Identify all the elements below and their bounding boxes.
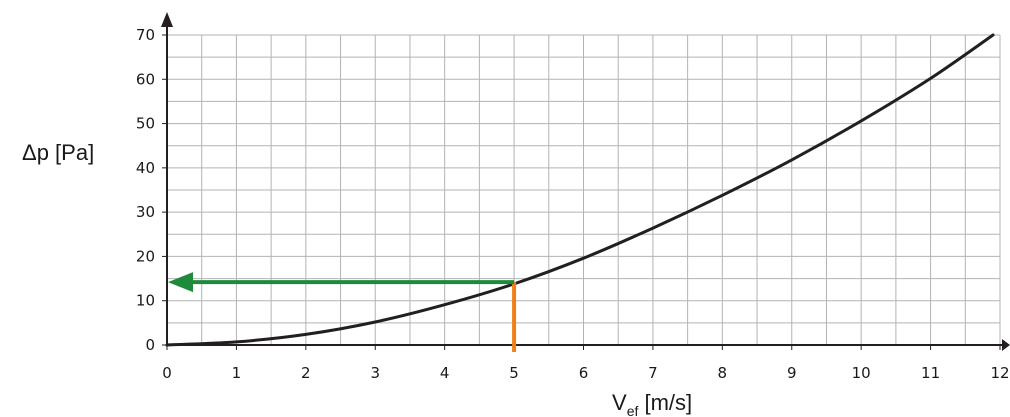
x-tick-label: 3 bbox=[370, 364, 380, 382]
axes bbox=[161, 12, 1010, 351]
y-tick-label: 50 bbox=[136, 115, 155, 133]
pressure-curve bbox=[165, 33, 995, 347]
y-tick-label: 10 bbox=[136, 292, 155, 310]
y-tick-label: 0 bbox=[145, 336, 155, 354]
x-axis-label-unit: [m/s] bbox=[638, 390, 692, 415]
y-tick-label: 30 bbox=[136, 203, 155, 221]
x-tick-label: 4 bbox=[440, 364, 450, 382]
x-tick-label: 5 bbox=[509, 364, 519, 382]
y-tick-label: 40 bbox=[136, 159, 155, 177]
x-tick-label: 7 bbox=[648, 364, 658, 382]
green-arrowhead bbox=[168, 272, 193, 293]
y-tick-label: 20 bbox=[136, 247, 155, 265]
x-tick-label: 6 bbox=[579, 364, 589, 382]
x-axis-label-main: V bbox=[612, 390, 627, 415]
x-tick-label: 1 bbox=[232, 364, 242, 382]
y-tick-label: 70 bbox=[136, 26, 155, 44]
x-tick-label: 11 bbox=[921, 364, 940, 382]
annotations bbox=[168, 272, 517, 352]
x-tick-label: 0 bbox=[162, 364, 172, 382]
series bbox=[165, 33, 995, 347]
y-axis-arrowhead bbox=[161, 12, 173, 27]
x-axis-arrowhead bbox=[1002, 339, 1010, 351]
x-axis-label-subscript: ef bbox=[627, 403, 639, 417]
grid bbox=[167, 34, 1001, 345]
x-axis-label: Vef [m/s] bbox=[612, 390, 692, 417]
y-axis-label: Δp [Pa] bbox=[22, 140, 94, 165]
y-tick-label: 60 bbox=[136, 70, 155, 88]
x-tick-label: 9 bbox=[787, 364, 797, 382]
x-tick-label: 10 bbox=[852, 364, 871, 382]
x-tick-label: 12 bbox=[990, 364, 1009, 382]
x-tick-label: 2 bbox=[301, 364, 311, 382]
x-tick-label: 8 bbox=[718, 364, 728, 382]
